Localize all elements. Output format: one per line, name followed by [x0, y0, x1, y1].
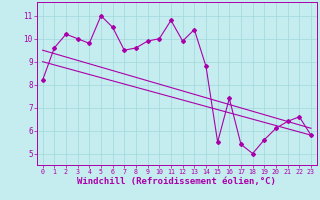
X-axis label: Windchill (Refroidissement éolien,°C): Windchill (Refroidissement éolien,°C) [77, 177, 276, 186]
